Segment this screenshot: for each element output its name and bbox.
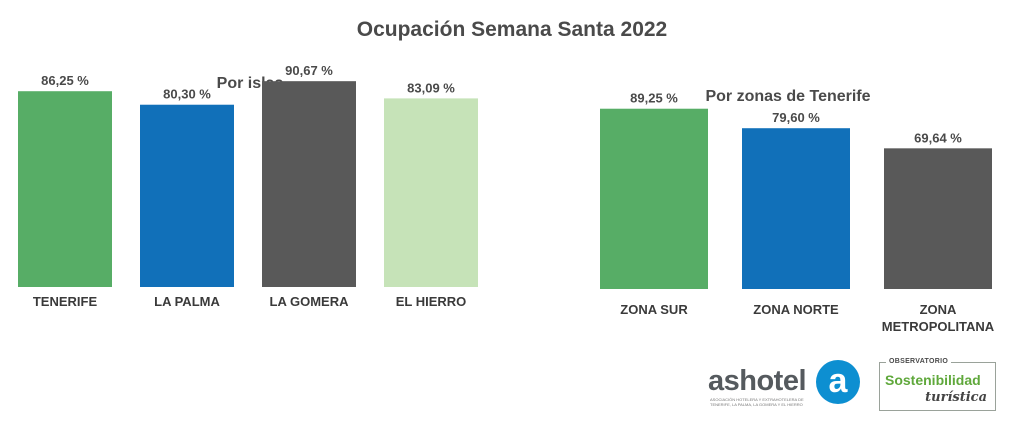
data-label: 79,60 % — [772, 110, 820, 125]
turistica-label: turística — [925, 390, 987, 405]
category-label: ZONA NORTE — [753, 302, 839, 317]
category-label: TENERIFE — [33, 294, 98, 309]
data-label: 83,09 % — [407, 80, 455, 95]
bar — [140, 104, 234, 288]
bar — [384, 98, 478, 287]
sostenibilidad-label: Sostenibilidad — [885, 372, 981, 388]
data-label: 86,25 % — [41, 73, 89, 88]
chart-por-zonas: Por zonas de Tenerife 89,25 % ZONA SUR 79,6… — [600, 88, 995, 334]
data-label: 89,25 % — [630, 91, 678, 106]
data-label: 80,30 % — [163, 87, 211, 102]
data-label: 90,67 % — [285, 63, 333, 78]
bar — [262, 81, 356, 287]
bar — [742, 128, 850, 289]
ashotel-a-icon: a — [816, 360, 860, 404]
bar — [18, 91, 112, 288]
observatorio-label: OBSERVATORIO — [886, 358, 952, 365]
ashotel-subtitle: Asociación Hotelera y Extrahotelera de T… — [710, 397, 804, 407]
bar — [600, 108, 708, 289]
category-label: ZONA — [920, 302, 957, 317]
category-label: LA GOMERA — [270, 294, 350, 309]
observatorio-logo: OBSERVATORIO Sostenibilidad turística — [879, 358, 996, 411]
category-label: LA PALMA — [154, 294, 220, 309]
bar — [884, 148, 992, 289]
ashotel-logo: ashotel Asociación Hotelera y Extrahotel… — [706, 360, 862, 410]
category-label: EL HIERRO — [396, 294, 467, 309]
category-label: METROPOLITANA — [882, 319, 995, 334]
chart-subtitle: Por zonas de Tenerife — [705, 88, 870, 105]
page-title: Ocupación Semana Santa 2022 — [356, 18, 668, 41]
data-label: 69,64 % — [914, 130, 962, 145]
category-label: ZONA SUR — [620, 302, 688, 317]
ashotel-wordmark: ashotel — [708, 365, 807, 397]
